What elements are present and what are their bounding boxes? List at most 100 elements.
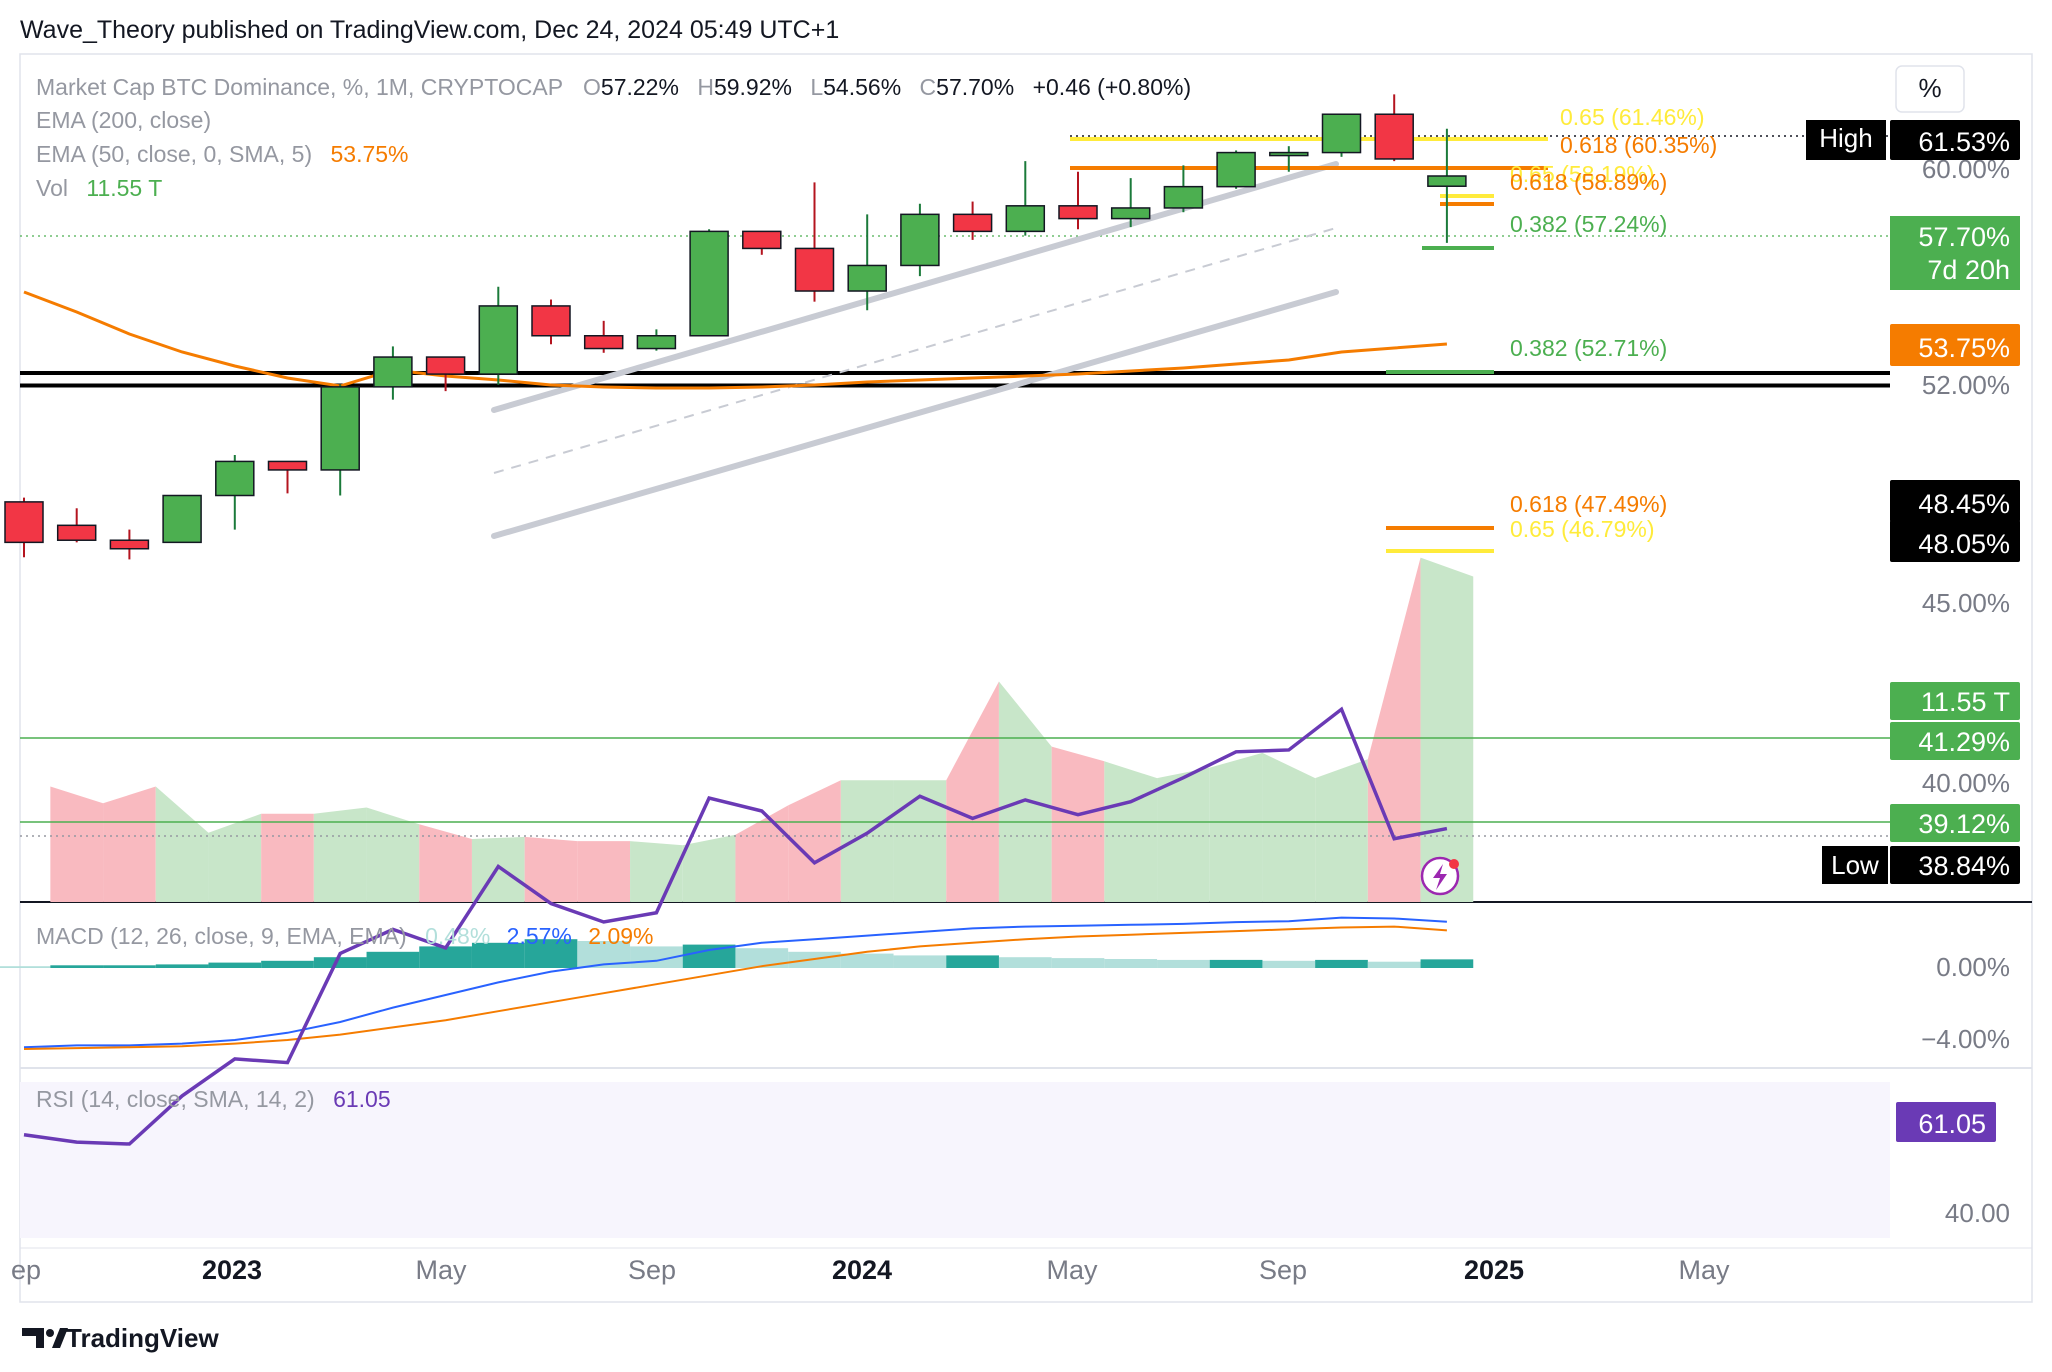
- tradingview-brand[interactable]: TradingView: [66, 1323, 219, 1353]
- legend-macd-signal: 2.09%: [588, 923, 653, 949]
- legend-o-value: 57.22%: [601, 74, 679, 100]
- time-tick-label: May: [1678, 1255, 1730, 1285]
- candle[interactable]: [373, 346, 413, 400]
- macd-histogram-bar: [1367, 961, 1421, 968]
- legend-macd[interactable]: MACD (12, 26, close, 9, EMA, EMA) 0.48% …: [36, 923, 654, 949]
- candle-body: [1216, 151, 1256, 188]
- volume-segment: [208, 813, 262, 902]
- candle[interactable]: [1163, 165, 1204, 213]
- candle[interactable]: [1374, 94, 1414, 162]
- percent-scale-button[interactable]: [1895, 65, 1965, 113]
- volume-segment: [735, 805, 789, 902]
- macd-histogram-bar: [1051, 958, 1105, 968]
- candle-body: [1427, 175, 1467, 187]
- candle[interactable]: [1321, 113, 1362, 157]
- volume-segment: [998, 681, 1052, 902]
- legend-rsi[interactable]: RSI (14, close, SMA, 14, 2) 61.05: [36, 1086, 391, 1112]
- candle-body: [742, 230, 782, 250]
- volume-segment: [1051, 746, 1105, 902]
- legend-ema50[interactable]: EMA (50, close, 0, SMA, 5) 53.75%: [36, 141, 409, 167]
- legend-change: +0.46 (+0.80%): [1033, 74, 1192, 100]
- legend-ema200[interactable]: EMA (200, close): [36, 107, 211, 133]
- green-level-tag-2-box: [1890, 804, 2020, 842]
- channel-lower-line: [491, 289, 1339, 539]
- candle[interactable]: [1110, 178, 1151, 228]
- candle[interactable]: [689, 229, 729, 337]
- candle[interactable]: [478, 286, 519, 385]
- time-tick-label: 2025: [1464, 1255, 1524, 1285]
- fib-label: 0.65 (61.46%): [1560, 104, 1704, 130]
- price-tags: High 61.53% 57.70%7d 20h 53.75% 48.45% 48.05%…: [1806, 120, 2020, 1142]
- legend-ohlc[interactable]: Market Cap BTC Dominance, %, 1M, CRYPTOC…: [36, 74, 1191, 100]
- candle[interactable]: [215, 455, 255, 530]
- legend-vol-label: Vol: [36, 175, 68, 201]
- candle[interactable]: [1269, 146, 1309, 172]
- candle[interactable]: [425, 356, 466, 392]
- channel-middle-line: [493, 227, 1337, 474]
- candle-body: [689, 230, 729, 337]
- candle-body: [583, 335, 624, 350]
- time-axis[interactable]: ep 2023 May Sep 2024 May Sep 2025 May: [11, 1255, 1730, 1285]
- candle[interactable]: [636, 329, 677, 351]
- candle[interactable]: [1216, 150, 1256, 189]
- candle[interactable]: [531, 299, 571, 345]
- volume-segment: [577, 841, 631, 902]
- rsi-tick-label: 40.00: [1945, 1198, 2010, 1228]
- lightning-icon[interactable]: [1420, 856, 1460, 896]
- volume-segment: [50, 786, 104, 902]
- legend-macd-line: 2.57%: [507, 923, 572, 949]
- candle[interactable]: [1427, 128, 1467, 243]
- volume-segment: [366, 807, 420, 902]
- time-tick-label: 2024: [832, 1255, 892, 1285]
- fib-label: 0.618 (47.49%): [1510, 491, 1667, 517]
- publisher-line: Wave_Theory published on TradingView.com…: [20, 16, 839, 44]
- low-value-tag: 38.84%: [1918, 851, 2010, 881]
- legend-o-label: O: [583, 74, 601, 100]
- fib-label: 0.382 (52.71%): [1510, 335, 1667, 361]
- legend-volume[interactable]: Vol 11.55 T: [36, 175, 162, 201]
- rsi-pane-background: [20, 1082, 1890, 1238]
- candle-body: [1321, 113, 1362, 154]
- candlesticks[interactable]: [4, 94, 1467, 560]
- candle[interactable]: [320, 384, 360, 496]
- candle[interactable]: [267, 460, 308, 494]
- tradingview-logo-icon[interactable]: [22, 1328, 68, 1348]
- candle-body: [1005, 205, 1046, 233]
- macd-tick-label: 0.00%: [1936, 952, 2010, 982]
- candle[interactable]: [1058, 171, 1098, 230]
- candle-body: [531, 305, 571, 337]
- candle[interactable]: [583, 320, 624, 353]
- time-tick-label: Sep: [628, 1255, 676, 1285]
- fib-label: 0.65 (46.79%): [1510, 516, 1654, 542]
- candle[interactable]: [162, 494, 202, 544]
- macd-histogram-bar: [366, 951, 420, 968]
- price-tick-label: 52.00%: [1922, 370, 2010, 400]
- low-label: Low: [1831, 850, 1879, 880]
- candle[interactable]: [1005, 161, 1046, 236]
- volume-segment: [893, 780, 947, 902]
- candle[interactable]: [952, 201, 993, 240]
- candle[interactable]: [56, 508, 97, 543]
- legend-h-value: 59.92%: [714, 74, 792, 100]
- candle-body: [162, 494, 202, 544]
- low-value-tag-box: [1890, 846, 2020, 884]
- candle[interactable]: [109, 529, 150, 560]
- ema-value-tag-box: [1890, 324, 2020, 366]
- candle[interactable]: [900, 203, 940, 277]
- time-tick-label: Sep: [1259, 1255, 1307, 1285]
- volume-segment: [1209, 752, 1263, 902]
- legend-symbol: Market Cap BTC Dominance, %, 1M, CRYPTOC…: [36, 74, 563, 100]
- support-upper-tag: 48.45%: [1918, 489, 2010, 519]
- macd-histogram-bar: [524, 939, 578, 968]
- green-level-tag-2: 39.12%: [1918, 809, 2010, 839]
- candle[interactable]: [794, 182, 835, 302]
- candle[interactable]: [4, 497, 44, 558]
- rsi-value-tag: 61.05: [1918, 1109, 1986, 1139]
- candle[interactable]: [742, 230, 782, 255]
- candle-body: [1163, 185, 1204, 209]
- legend-ema50-label: EMA (50, close, 0, SMA, 5): [36, 141, 312, 167]
- candle-body: [1058, 205, 1098, 220]
- candle[interactable]: [847, 214, 887, 311]
- fib-label: 0.65 (58.19%): [1510, 161, 1654, 187]
